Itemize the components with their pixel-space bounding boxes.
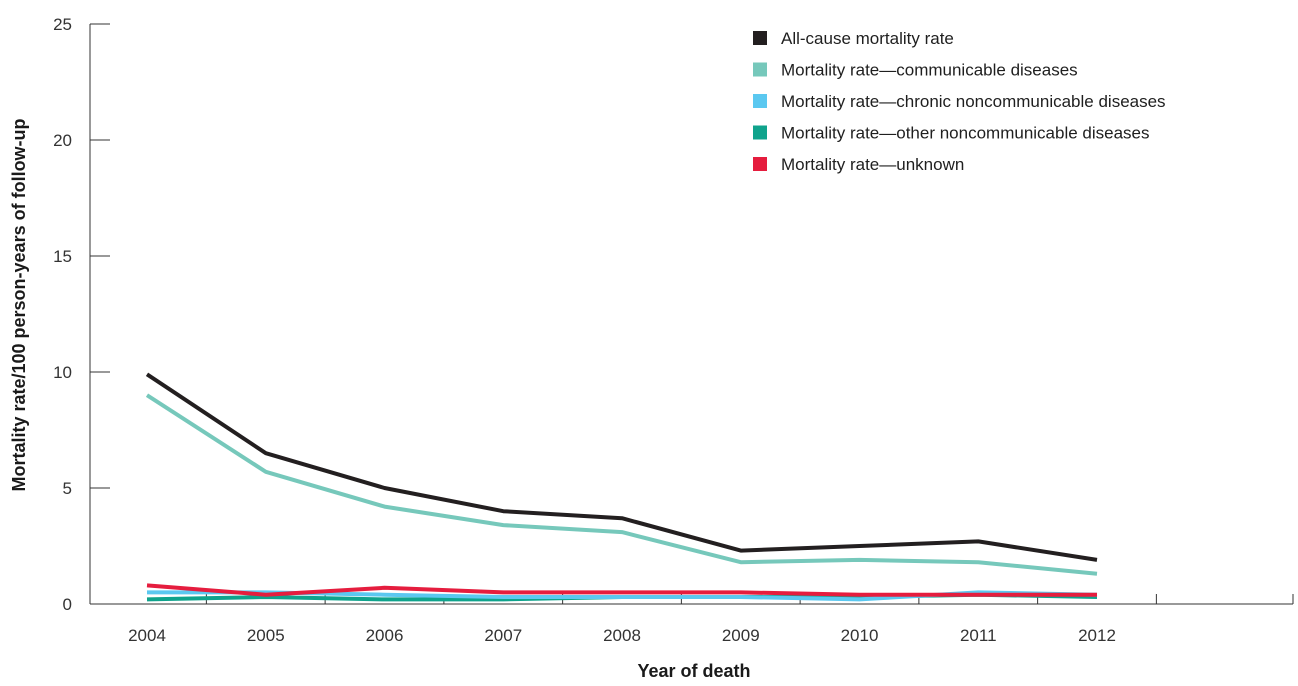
legend-label-communicable: Mortality rate—communicable diseases <box>781 61 1078 80</box>
series-lines <box>145 372 1098 602</box>
legend-label-other-noncommunicable: Mortality rate—other noncommunicable dis… <box>781 124 1150 143</box>
legend-swatch-unknown <box>753 157 767 171</box>
legend-label-all-cause: All-cause mortality rate <box>781 29 954 48</box>
legend-label-unknown: Mortality rate—unknown <box>781 155 964 174</box>
x-tick-label: 2008 <box>603 626 641 645</box>
x-tick-label: 2012 <box>1078 626 1116 645</box>
series-line-communicable <box>145 393 1098 576</box>
series-line-unknown <box>146 583 1097 597</box>
series-line-all-cause <box>145 372 1098 562</box>
y-tick-label: 25 <box>53 15 72 34</box>
legend-swatch-communicable <box>753 62 767 77</box>
y-tick-label: 5 <box>63 479 72 498</box>
y-axis-title: Mortality rate/100 person-years of follo… <box>9 118 29 491</box>
legend-swatch-all-cause <box>753 31 767 45</box>
x-tick-label: 2009 <box>722 626 760 645</box>
x-tick-label: 2006 <box>366 626 404 645</box>
x-tick-label: 2007 <box>484 626 522 645</box>
y-tick-label: 10 <box>53 363 72 382</box>
x-axis-title: Year of death <box>637 661 750 681</box>
legend-swatch-chronic-noncommunicable <box>753 94 767 108</box>
legend-label-chronic-noncommunicable: Mortality rate—chronic noncommunicable d… <box>781 92 1166 111</box>
x-tick-label: 2010 <box>841 626 879 645</box>
x-tick-label: 2005 <box>247 626 285 645</box>
x-tick-label: 2004 <box>128 626 166 645</box>
axes: 0 5 10 15 20 25 2004 2005 2006 2007 2008 2009 2010 20… <box>53 15 1294 645</box>
legend-swatch-other-noncommunicable <box>753 125 767 140</box>
y-tick-label: 15 <box>53 247 72 266</box>
y-tick-label: 20 <box>53 131 72 150</box>
x-tick-label: 2011 <box>960 626 997 645</box>
legend: All-cause mortality rate Mortality rate—c… <box>753 29 1166 174</box>
y-tick-label: 0 <box>63 595 72 614</box>
